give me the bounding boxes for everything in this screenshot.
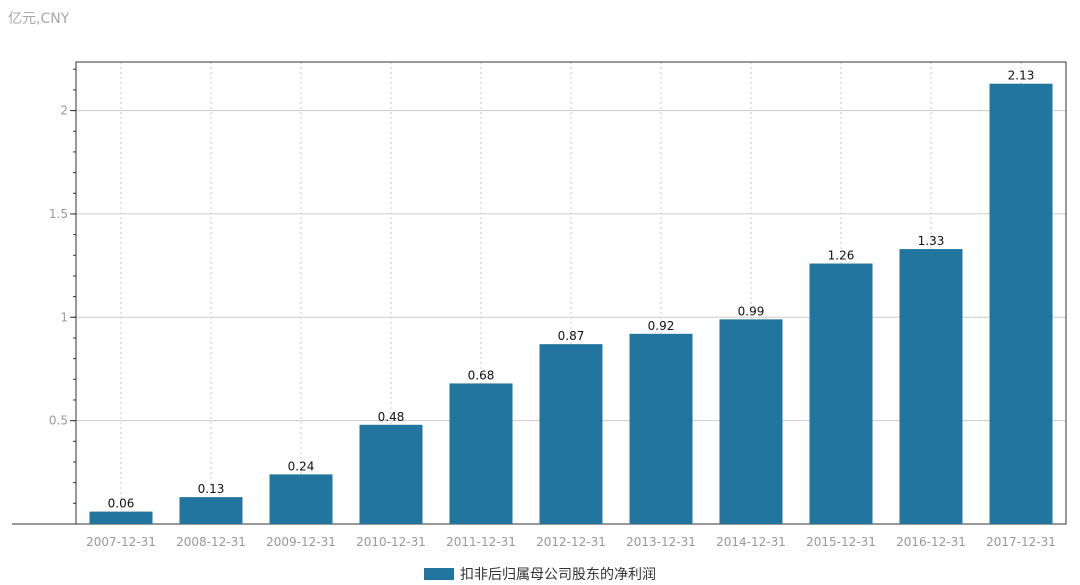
bar	[179, 497, 243, 524]
y-tick-label: 2	[60, 104, 68, 118]
x-tick-label: 2014-12-31	[716, 535, 786, 549]
bar	[629, 333, 693, 524]
x-tick-label: 2013-12-31	[626, 535, 696, 549]
legend[interactable]: 扣非后归属母公司股东的净利润	[0, 564, 1080, 584]
bar-value-label: 0.48	[378, 410, 405, 424]
x-tick-label: 2009-12-31	[266, 535, 336, 549]
bar	[449, 383, 513, 524]
x-tick-label: 2016-12-31	[896, 535, 966, 549]
x-tick-label: 2007-12-31	[86, 535, 156, 549]
bar	[359, 424, 423, 524]
y-tick-label: 1.5	[49, 207, 68, 221]
bar	[899, 249, 963, 524]
bar-value-label: 0.13	[198, 482, 225, 496]
unit-label: 亿元,CNY	[8, 11, 70, 27]
bar-value-label: 0.68	[468, 368, 495, 382]
bar	[809, 263, 873, 524]
bar-value-label: 1.26	[828, 249, 855, 263]
bar	[89, 511, 153, 524]
bar-value-label: 0.92	[648, 319, 675, 333]
x-tick-label: 2015-12-31	[806, 535, 876, 549]
bar-value-label: 2.13	[1008, 69, 1035, 83]
bar	[539, 344, 603, 524]
x-tick-label: 2011-12-31	[446, 535, 516, 549]
y-tick-label: 0.5	[49, 414, 68, 428]
bar-value-label: 0.06	[108, 497, 135, 511]
bar-value-label: 0.99	[738, 304, 765, 318]
x-tick-label: 2010-12-31	[356, 535, 426, 549]
bar-value-label: 1.33	[918, 234, 945, 248]
bar	[269, 474, 333, 524]
bar	[989, 83, 1053, 524]
legend-swatch	[424, 568, 454, 580]
bar-value-label: 0.87	[558, 329, 585, 343]
x-tick-label: 2012-12-31	[536, 535, 606, 549]
bar-value-label: 0.24	[288, 459, 315, 473]
legend-label: 扣非后归属母公司股东的净利润	[460, 567, 656, 583]
x-tick-label: 2008-12-31	[176, 535, 246, 549]
x-tick-label: 2017-12-31	[986, 535, 1056, 549]
bar	[719, 319, 783, 524]
y-tick-label: 1	[60, 310, 68, 324]
